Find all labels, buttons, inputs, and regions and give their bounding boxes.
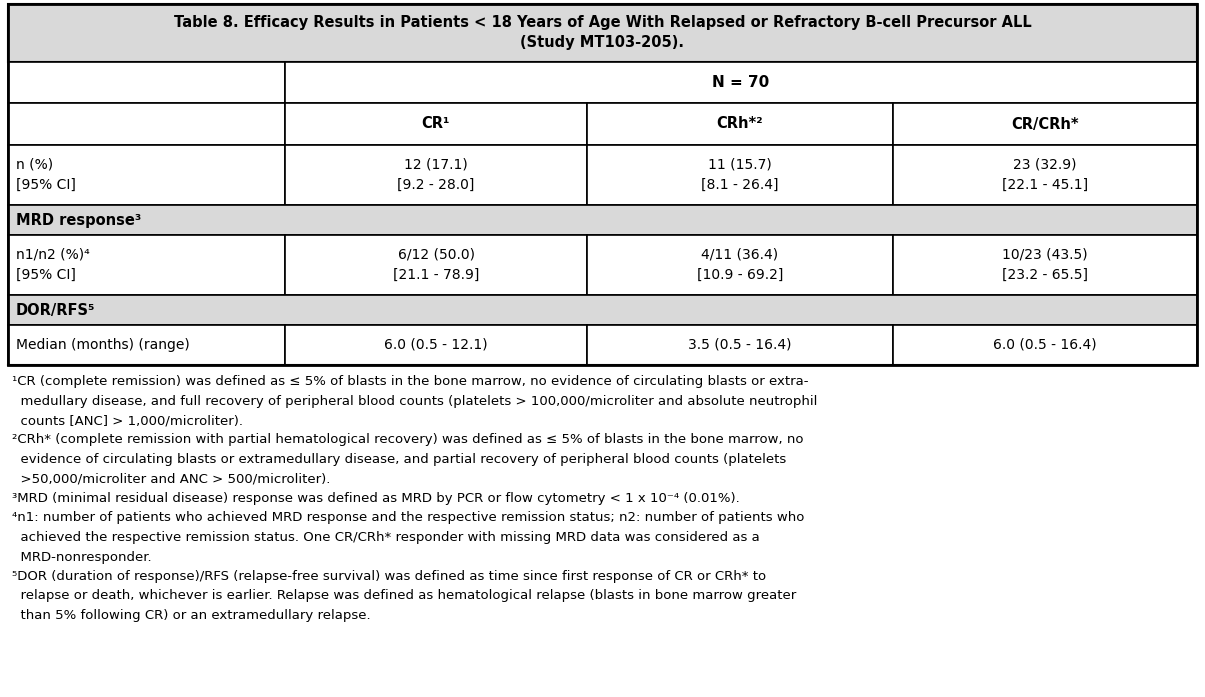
Bar	[286, 145, 587, 205]
Text: Table 8. Efficacy Results in Patients < 18 Years of Age With Relapsed or Refract: Table 8. Efficacy Results in Patients < …	[174, 15, 1031, 31]
Text: than 5% following CR) or an extramedullary relapse.: than 5% following CR) or an extramedulla…	[12, 609, 371, 622]
Text: DOR/RFS⁵: DOR/RFS⁵	[16, 302, 95, 318]
Text: [10.9 - 69.2]: [10.9 - 69.2]	[696, 268, 783, 282]
Text: achieved the respective remission status. One CR/CRh* responder with missing MRD: achieved the respective remission status…	[12, 531, 759, 544]
Text: ²CRh* (complete remission with partial hematological recovery) was defined as ≤ : ²CRh* (complete remission with partial h…	[12, 434, 804, 447]
Text: 10/23 (43.5): 10/23 (43.5)	[1003, 248, 1088, 262]
Bar	[286, 103, 587, 145]
Text: [8.1 - 26.4]: [8.1 - 26.4]	[701, 178, 778, 192]
Bar	[587, 325, 893, 365]
Text: [22.1 - 45.1]: [22.1 - 45.1]	[1001, 178, 1088, 192]
Text: CR/CRh*: CR/CRh*	[1011, 116, 1078, 132]
Bar	[587, 103, 893, 145]
Bar	[893, 325, 1197, 365]
Text: Median (months) (range): Median (months) (range)	[16, 338, 189, 352]
Bar	[893, 103, 1197, 145]
Text: ⁴n1: number of patients who achieved MRD response and the respective remission s: ⁴n1: number of patients who achieved MRD…	[12, 512, 805, 525]
Bar	[286, 62, 1197, 103]
Text: CRh*²: CRh*²	[717, 116, 763, 132]
Text: [23.2 - 65.5]: [23.2 - 65.5]	[1003, 268, 1088, 282]
Text: ⁵DOR (duration of response)/RFS (relapse-free survival) was defined as time sinc: ⁵DOR (duration of response)/RFS (relapse…	[12, 570, 766, 583]
Bar	[587, 145, 893, 205]
Bar	[8, 4, 1197, 62]
Text: 12 (17.1): 12 (17.1)	[404, 158, 468, 172]
Text: [95% CI]: [95% CI]	[16, 268, 76, 282]
Text: (Study MT103-205).: (Study MT103-205).	[521, 36, 684, 50]
Text: N = 70: N = 70	[712, 75, 770, 90]
Text: >50,000/microliter and ANC > 500/microliter).: >50,000/microliter and ANC > 500/microli…	[12, 473, 330, 486]
Text: CR¹: CR¹	[422, 116, 451, 132]
Text: ¹CR (complete remission) was defined as ≤ 5% of blasts in the bone marrow, no ev: ¹CR (complete remission) was defined as …	[12, 375, 809, 388]
Text: relapse or death, whichever is earlier. Relapse was defined as hematological rel: relapse or death, whichever is earlier. …	[12, 590, 797, 602]
Bar	[8, 325, 286, 365]
Text: 3.5 (0.5 - 16.4): 3.5 (0.5 - 16.4)	[688, 338, 792, 352]
Text: n1/n2 (%)⁴: n1/n2 (%)⁴	[16, 248, 89, 262]
Text: ³MRD (minimal residual disease) response was defined as MRD by PCR or flow cytom: ³MRD (minimal residual disease) response…	[12, 492, 740, 505]
Bar	[587, 235, 893, 295]
Bar	[286, 325, 587, 365]
Text: [21.1 - 78.9]: [21.1 - 78.9]	[393, 268, 480, 282]
Bar	[893, 235, 1197, 295]
Text: n (%): n (%)	[16, 158, 53, 172]
Text: 6.0 (0.5 - 12.1): 6.0 (0.5 - 12.1)	[384, 338, 488, 352]
Text: [95% CI]: [95% CI]	[16, 178, 76, 192]
Text: medullary disease, and full recovery of peripheral blood counts (platelets > 100: medullary disease, and full recovery of …	[12, 395, 817, 408]
Bar	[8, 295, 1197, 325]
Bar	[8, 103, 286, 145]
Text: 6/12 (50.0): 6/12 (50.0)	[398, 248, 475, 262]
Bar	[286, 235, 587, 295]
Bar	[8, 4, 1197, 365]
Bar	[8, 145, 286, 205]
Bar	[893, 145, 1197, 205]
Text: counts [ANC] > 1,000/microliter).: counts [ANC] > 1,000/microliter).	[12, 414, 243, 427]
Bar	[8, 235, 286, 295]
Text: [9.2 - 28.0]: [9.2 - 28.0]	[398, 178, 475, 192]
Bar	[8, 62, 286, 103]
Text: 4/11 (36.4): 4/11 (36.4)	[701, 248, 778, 262]
Text: 11 (15.7): 11 (15.7)	[709, 158, 772, 172]
Text: MRD response³: MRD response³	[16, 213, 141, 227]
Bar	[8, 205, 1197, 235]
Text: evidence of circulating blasts or extramedullary disease, and partial recovery o: evidence of circulating blasts or extram…	[12, 453, 786, 466]
Text: 6.0 (0.5 - 16.4): 6.0 (0.5 - 16.4)	[993, 338, 1097, 352]
Text: MRD-nonresponder.: MRD-nonresponder.	[12, 551, 152, 563]
Text: 23 (32.9): 23 (32.9)	[1013, 158, 1077, 172]
